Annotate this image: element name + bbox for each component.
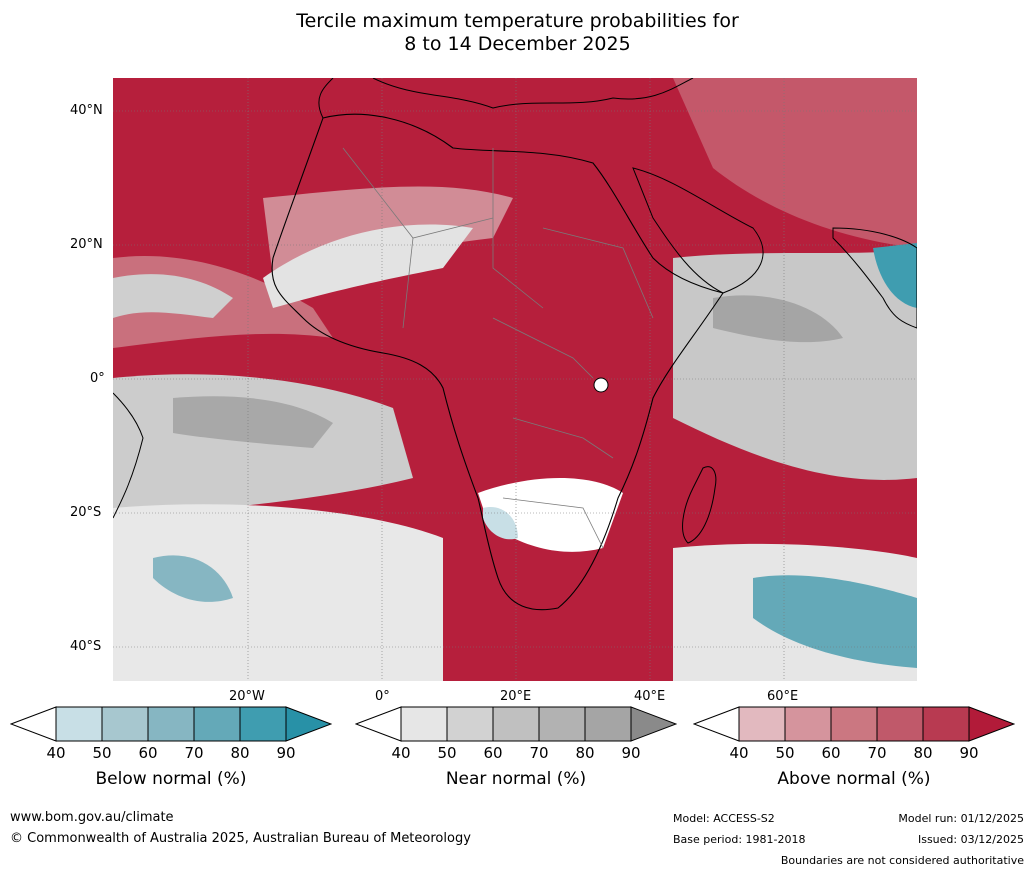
- cbar-below-arrow-low: [10, 706, 57, 742]
- cbar-above-arrow-high: [968, 706, 1015, 742]
- cbar-above-tick-80: 80: [913, 744, 933, 762]
- cbar-below-label: Below normal (%): [95, 769, 247, 789]
- lat-label-20n: 20°N: [70, 237, 103, 252]
- graticule: [113, 78, 917, 681]
- lat-label-0: 0°: [90, 371, 105, 386]
- lat-label-20s: 20°S: [70, 505, 102, 520]
- cbar-below-60-70: [147, 706, 195, 742]
- lon-label-20e: 20°E: [500, 689, 532, 704]
- cbar-near-tick-70: 70: [529, 744, 549, 762]
- cbar-near-70-80: [538, 706, 586, 742]
- colorbar-above-normal: [693, 706, 1015, 742]
- south-america-coastline: [113, 392, 144, 519]
- country-borders: [342, 147, 654, 549]
- arabia-coastline: [632, 167, 764, 294]
- cbar-below-40-50: [55, 706, 103, 742]
- lake-victoria: [593, 377, 609, 393]
- lat-label-40n: 40°N: [70, 103, 103, 118]
- cbar-near-tick-40: 40: [391, 744, 411, 762]
- cbar-above-70-80: [876, 706, 924, 742]
- cbar-near-arrow-low: [355, 706, 402, 742]
- cbar-near-tick-80: 80: [575, 744, 595, 762]
- madagascar-coastline: [682, 466, 717, 544]
- cbar-above-tick-40: 40: [729, 744, 749, 762]
- cbar-near-60-70: [492, 706, 540, 742]
- cbar-below-arrow-high: [285, 706, 332, 742]
- cbar-below-tick-60: 60: [138, 744, 158, 762]
- cbar-below-tick-70: 70: [184, 744, 204, 762]
- cbar-near-arrow-high: [630, 706, 677, 742]
- cbar-near-50-60: [446, 706, 494, 742]
- cbar-above-40-50: [738, 706, 786, 742]
- cbar-near-label: Near normal (%): [445, 769, 587, 789]
- footer-model-run: Model run: 01/12/2025: [898, 812, 1024, 825]
- europe-coastline: [318, 78, 694, 119]
- cbar-near-tick-90: 90: [621, 744, 641, 762]
- footer-copyright: © Commonwealth of Australia 2025, Austra…: [10, 831, 471, 846]
- above-normal-asia: [673, 78, 917, 248]
- below-normal-south-indian: [753, 575, 917, 668]
- africa-coastline: [271, 113, 724, 611]
- cbar-below-70-80: [193, 706, 241, 742]
- cbar-below-tick-90: 90: [276, 744, 296, 762]
- near-normal-southwest: [113, 504, 443, 681]
- lon-label-40e: 40°E: [634, 689, 666, 704]
- cbar-below-tick-40: 40: [46, 744, 66, 762]
- cbar-above-tick-50: 50: [775, 744, 795, 762]
- india-coastline: [832, 227, 917, 329]
- footer-url[interactable]: www.bom.gov.au/climate: [10, 810, 174, 825]
- cbar-near-40-50: [400, 706, 448, 742]
- cbar-above-label: Above normal (%): [777, 769, 931, 789]
- below-normal-namibia: [483, 507, 518, 540]
- map-title: Tercile maximum temperature probabilitie…: [0, 10, 1035, 56]
- near-normal-sahel: [263, 224, 473, 308]
- footer-issued: Issued: 03/12/2025: [917, 833, 1024, 846]
- lon-label-20w: 20°W: [229, 689, 265, 704]
- below-normal-india: [873, 243, 917, 308]
- below-normal-southwest: [153, 555, 233, 602]
- title-line-1: Tercile maximum temperature probabilitie…: [296, 10, 739, 32]
- cbar-above-arrow-low: [693, 706, 740, 742]
- near-normal-arabian-sea: [713, 295, 843, 343]
- cbar-below-tick-50: 50: [92, 744, 112, 762]
- cbar-above-60-70: [830, 706, 878, 742]
- lon-label-0: 0°: [375, 689, 390, 704]
- cbar-below-80-90: [239, 706, 287, 742]
- colorbar-below-normal: [10, 706, 332, 742]
- near-normal-atlantic-north: [113, 274, 233, 318]
- cbar-near-tick-60: 60: [483, 744, 503, 762]
- title-line-2: 8 to 14 December 2025: [404, 33, 631, 55]
- footer-disclaimer: Boundaries are not considered authoritat…: [780, 854, 1024, 867]
- cbar-above-50-60: [784, 706, 832, 742]
- lat-label-40s: 40°S: [70, 639, 102, 654]
- near-normal-atlantic-core: [173, 396, 333, 448]
- lon-label-60e: 60°E: [767, 689, 799, 704]
- probability-map: [113, 78, 917, 681]
- cbar-below-tick-80: 80: [230, 744, 250, 762]
- footer-base-period: Base period: 1981-2018: [673, 833, 806, 846]
- cbar-above-tick-70: 70: [867, 744, 887, 762]
- cbar-above-tick-60: 60: [821, 744, 841, 762]
- cbar-near-tick-50: 50: [437, 744, 457, 762]
- map-svg: [113, 78, 917, 681]
- footer-model: Model: ACCESS-S2: [673, 812, 775, 825]
- cbar-above-80-90: [922, 706, 970, 742]
- cbar-above-tick-90: 90: [959, 744, 979, 762]
- cbar-near-80-90: [584, 706, 632, 742]
- cbar-below-50-60: [101, 706, 149, 742]
- colorbar-near-normal: [355, 706, 677, 742]
